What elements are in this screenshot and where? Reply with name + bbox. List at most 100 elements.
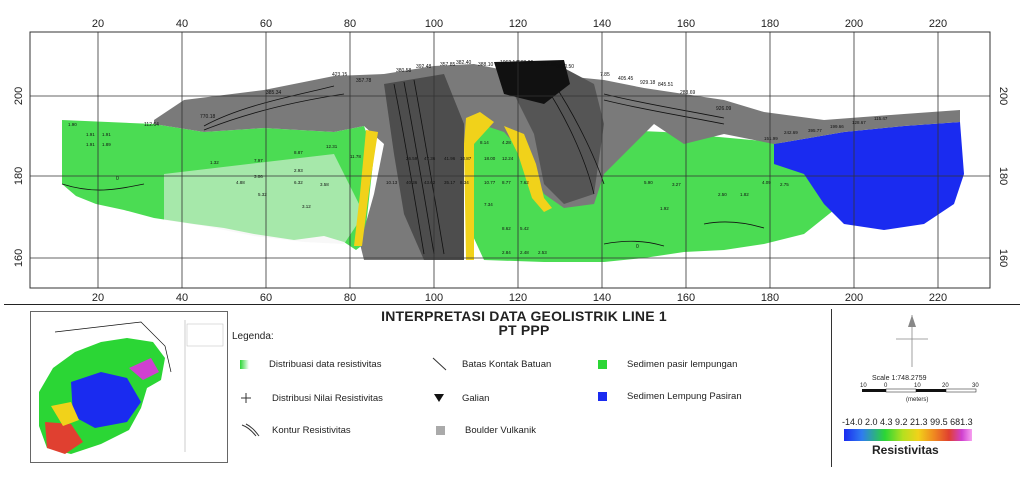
y-tick-right: 200 [997, 87, 1009, 105]
legend-item-boulder: Boulder Vulkanik [436, 425, 536, 436]
contour-label: 392.48 [416, 64, 432, 70]
scale-tick: 10 [860, 383, 867, 389]
cell-value: 1.90 [68, 122, 77, 127]
low-resistivity-zone [164, 154, 364, 244]
y-tick-right: 160 [997, 249, 1009, 267]
y-axis-right: 200 180 160 [997, 87, 1009, 267]
cell-value: 128.67 [852, 120, 866, 125]
cell-value: 10.13 [386, 180, 398, 185]
cell-value: 10.87 [460, 156, 472, 161]
scale-ratio: Scale 1:748.2759 [872, 375, 927, 382]
triangle-down-icon [430, 391, 452, 405]
x-tick-bottom: 120 [509, 292, 527, 304]
cell-value: 395.77 [808, 128, 822, 133]
cell-value: 7.62 [520, 180, 529, 185]
cell-value: 11.78 [350, 154, 361, 159]
contour-label: 4017.08 [538, 62, 556, 68]
colorbar-values: -14.0 2.0 4.3 9.2 21.3 99.5 681.3 [842, 417, 973, 427]
cell-value-group: 1.90 1.91 1.91 1.91 1.89 1.32 4.88 3.06 … [68, 116, 888, 255]
scale-tick: 30 [972, 383, 979, 389]
contour-label: 0 [116, 176, 119, 182]
legend-heading: Legenda: [232, 331, 274, 342]
cell-value: 1.91 [86, 142, 95, 147]
yellow-rim-right [504, 126, 552, 212]
plus-marker-icon [240, 391, 262, 405]
contour-label: 0 [636, 244, 639, 250]
scale-bar [862, 388, 977, 393]
cell-value: 41.96 [444, 156, 456, 161]
legend-item-galian: Galian [430, 391, 489, 405]
cell-value: 1.91 [102, 132, 111, 137]
x-tick-bottom: 200 [845, 292, 863, 304]
contour-label: 112.64 [144, 122, 159, 128]
legend-label: Sedimen pasir lempungan [627, 359, 738, 370]
contour-label: 3090.50 [556, 64, 574, 70]
x-tick-top: 80 [344, 18, 356, 30]
gray-square-swatch [436, 426, 445, 435]
x-tick-top: 120 [509, 18, 527, 30]
cell-value: 2.50 [718, 192, 727, 197]
legend-panel: INTERPRETASI DATA GEOLISTRIK LINE 1 PT P… [4, 304, 1020, 475]
x-tick-top: 160 [677, 18, 695, 30]
x-axis-top: 20 40 60 80 100 120 140 160 180 200 220 [92, 18, 947, 30]
cell-value: 35.17 [444, 180, 456, 185]
cell-value: 1.92 [660, 206, 669, 211]
cell-value: 8.14 [480, 140, 489, 145]
x-tick-top: 20 [92, 18, 104, 30]
legend-label: Galian [462, 392, 490, 404]
contour-label: 385.34 [266, 90, 282, 96]
scale-unit: (meters) [906, 397, 928, 403]
legend-item-resistivity-distribution: Distribuasi data resistivitas [240, 359, 381, 370]
legend-item-sandy-clay: Sedimen pasir lempungan [598, 359, 737, 370]
x-tick-bottom: 60 [260, 292, 272, 304]
cell-value: 199.66 [830, 124, 844, 129]
cell-value: 10.77 [484, 180, 496, 185]
green-white-swatch [240, 360, 249, 369]
contour-label: 283.69 [680, 90, 696, 96]
cell-value: 7.97 [254, 158, 263, 163]
x-tick-top: 60 [260, 18, 272, 30]
blue-swatch [598, 392, 607, 401]
cell-value: 151.99 [764, 136, 778, 141]
resistivity-section-svg: 20 40 60 80 100 120 140 160 180 200 220 … [13, 18, 1009, 304]
cell-value: 5.42 [520, 226, 529, 231]
contour-label: 405.45 [618, 76, 634, 82]
contour-lines-icon [240, 423, 262, 437]
x-tick-bottom: 40 [176, 292, 188, 304]
x-tick-top: 200 [845, 18, 863, 30]
y-tick-left: 180 [13, 167, 25, 185]
x-tick-top: 100 [425, 18, 443, 30]
y-tick-left: 160 [13, 249, 25, 267]
north-arrow-icon [896, 315, 928, 367]
x-axis-bottom: 20 40 60 80 100 120 140 160 180 200 220 [92, 292, 947, 304]
scale-tick: 20 [942, 383, 949, 389]
cell-value: 2.93 [294, 168, 303, 173]
cell-value: 3.58 [320, 182, 329, 187]
north-arrow-and-scalebar: 10 0 10 20 30 (meters) [860, 315, 979, 403]
map-subtitle: PT PPP [498, 322, 550, 338]
cell-value: 18.00 [484, 156, 496, 161]
contour-lines [61, 79, 765, 255]
x-tick-top: 40 [176, 18, 188, 30]
cell-value: 6.32 [294, 180, 303, 185]
green-swatch [598, 360, 607, 369]
cell-value: 4.88 [236, 180, 245, 185]
cell-value: 3.12 [302, 204, 311, 209]
scale-and-colorbar: 10 0 10 20 30 (meters) Scale 1:748.2759 … [831, 309, 988, 467]
legend-label: Batas Kontak Batuan [462, 358, 552, 370]
cell-value: 26.59 [406, 156, 418, 161]
x-tick-top: 220 [929, 18, 947, 30]
contour-label: 388.10 [478, 62, 494, 68]
map-title: INTERPRETASI DATA GEOLISTRIK LINE 1 [381, 308, 667, 324]
contour-label: 382.40 [456, 60, 472, 66]
inset-location-map [30, 311, 228, 463]
galian-black-zone [494, 60, 570, 104]
cell-value: 2.75 [780, 182, 789, 187]
contour-label: 357.85 [440, 62, 456, 68]
resistivity-section-panel: 20 40 60 80 100 120 140 160 180 200 220 … [4, 14, 1020, 304]
cell-value: 1.32 [210, 160, 219, 165]
legend-label: Kontur Resistivitas [272, 424, 351, 436]
contour-label: 588.26 [518, 60, 534, 66]
cell-value: 1.91 [86, 132, 95, 137]
cell-value: 4.28 [502, 140, 511, 145]
